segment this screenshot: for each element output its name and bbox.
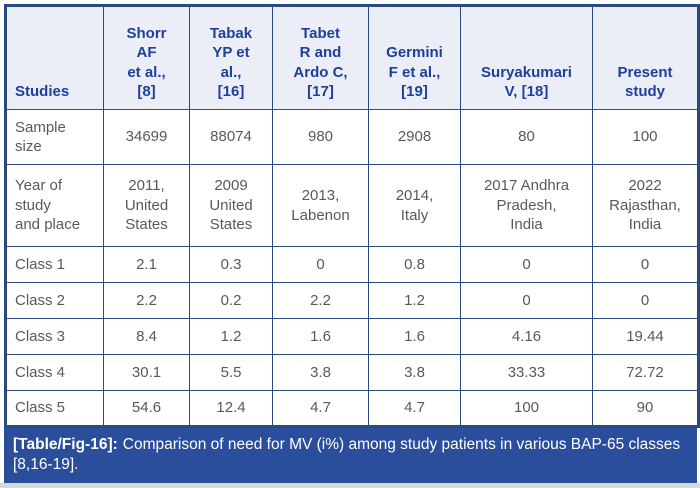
- table-cell: 80: [460, 109, 593, 165]
- table-cell: 1.6: [272, 318, 369, 355]
- row-label: Class 3: [5, 318, 104, 355]
- table-cell: 2009 United States: [189, 164, 273, 247]
- row-label: Class 4: [5, 354, 104, 391]
- table-cell: 34699: [103, 109, 190, 165]
- column-header: Tabet R and Ardo C, [17]: [272, 5, 369, 110]
- table-cell: 0: [460, 282, 593, 319]
- table-cell: 54.6: [103, 390, 190, 427]
- table-cell: 4.16: [460, 318, 593, 355]
- table-row: Sample size 34699 88074 980 2908 80 100: [5, 109, 699, 165]
- table-cell: 19.44: [592, 318, 699, 355]
- table-cell: 2.2: [272, 282, 369, 319]
- table-cell: 4.7: [368, 390, 461, 427]
- table-row: Class 1 2.1 0.3 0 0.8 0 0: [5, 246, 699, 283]
- table-cell: 2011, United States: [103, 164, 190, 247]
- table-cell: 2.1: [103, 246, 190, 283]
- table-body: Sample size 34699 88074 980 2908 80 100 Year of…: [5, 109, 699, 427]
- row-label: Class 1: [5, 246, 104, 283]
- caption-text: Comparison of need for MV (i%) among stu…: [13, 436, 681, 474]
- row-label: Class 5: [5, 390, 104, 427]
- table-cell: 100: [592, 109, 699, 165]
- table-cell: 90: [592, 390, 699, 427]
- studies-header: Studies: [5, 5, 104, 110]
- table-cell: 3.8: [368, 354, 461, 391]
- table-cell: 8.4: [103, 318, 190, 355]
- row-label: Year of study and place: [5, 164, 104, 247]
- table-cell: 2014, Italy: [368, 164, 461, 247]
- table-cell: 0.2: [189, 282, 273, 319]
- row-label: Class 2: [5, 282, 104, 319]
- table-cell: 0.3: [189, 246, 273, 283]
- header-row: Studies Shorr AF et al., [8] Tabak YP et …: [5, 5, 699, 110]
- row-label: Sample size: [5, 109, 104, 165]
- table-cell: 0.8: [368, 246, 461, 283]
- table-caption: [Table/Fig-16]: Comparison of need for MV…: [4, 428, 697, 485]
- table-cell: 4.7: [272, 390, 369, 427]
- table-cell: 2022 Rajasthan, India: [592, 164, 699, 247]
- table-cell: 2908: [368, 109, 461, 165]
- table-cell: 980: [272, 109, 369, 165]
- column-header: Shorr AF et al., [8]: [103, 5, 190, 110]
- page-edge: [0, 483, 700, 488]
- column-header: Suryakumari V, [18]: [460, 5, 593, 110]
- table-cell: 2.2: [103, 282, 190, 319]
- column-header: Present study: [592, 5, 699, 110]
- table-cell: 100: [460, 390, 593, 427]
- table-cell: 0: [460, 246, 593, 283]
- table-cell: 3.8: [272, 354, 369, 391]
- table-row: Class 5 54.6 12.4 4.7 4.7 100 90: [5, 390, 699, 427]
- table-cell: 12.4: [189, 390, 273, 427]
- table-cell: 0: [592, 282, 699, 319]
- table-cell: 1.2: [368, 282, 461, 319]
- column-header: Tabak YP et al., [16]: [189, 5, 273, 110]
- caption-tag: [Table/Fig-16]:: [13, 436, 118, 453]
- table-row: Class 4 30.1 5.5 3.8 3.8 33.33 72.72: [5, 354, 699, 391]
- table-cell: 5.5: [189, 354, 273, 391]
- table-cell: 30.1: [103, 354, 190, 391]
- table-row: Year of study and place 2011, United Stat…: [5, 164, 699, 247]
- table-cell: 72.72: [592, 354, 699, 391]
- table-cell: 1.2: [189, 318, 273, 355]
- table-cell: 2017 Andhra Pradesh, India: [460, 164, 593, 247]
- table-cell: 88074: [189, 109, 273, 165]
- table-cell: 0: [272, 246, 369, 283]
- table-cell: 33.33: [460, 354, 593, 391]
- column-header: Germini F et al., [19]: [368, 5, 461, 110]
- table-cell: 2013, Labenon: [272, 164, 369, 247]
- table-row: Class 2 2.2 0.2 2.2 1.2 0 0: [5, 282, 699, 319]
- table-row: Class 3 8.4 1.2 1.6 1.6 4.16 19.44: [5, 318, 699, 355]
- comparison-table: Studies Shorr AF et al., [8] Tabak YP et …: [4, 4, 700, 428]
- table-cell: 0: [592, 246, 699, 283]
- table-cell: 1.6: [368, 318, 461, 355]
